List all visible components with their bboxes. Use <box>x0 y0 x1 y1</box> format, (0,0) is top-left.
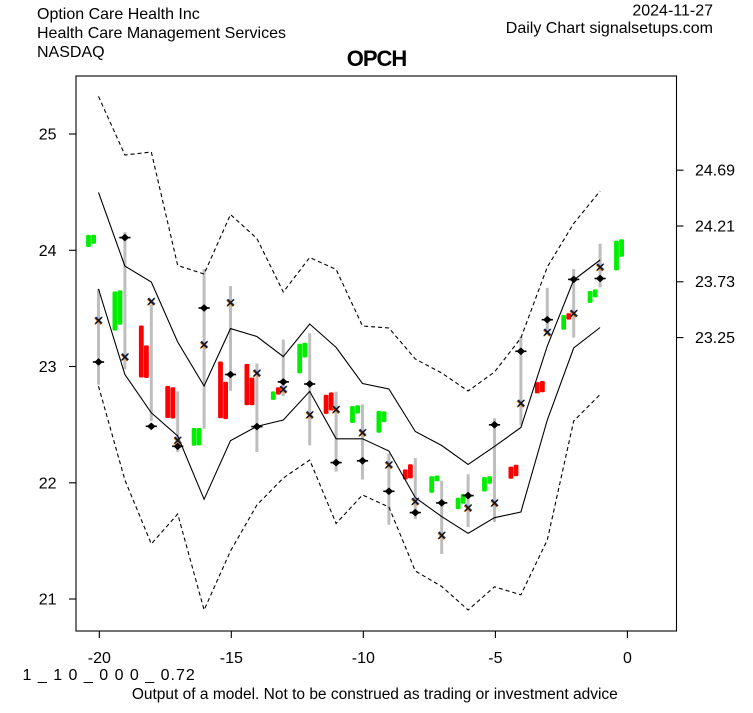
svg-text:24.21: 24.21 <box>695 218 735 235</box>
svg-text:25: 25 <box>39 127 57 144</box>
svg-text:2024-11-27: 2024-11-27 <box>632 3 713 20</box>
svg-text:Output of a model. Not to be c: Output of a model. Not to be construed a… <box>132 686 618 703</box>
svg-text:22: 22 <box>39 475 57 492</box>
svg-text:24: 24 <box>39 243 57 260</box>
svg-text:-5: -5 <box>488 650 502 667</box>
svg-text:23: 23 <box>39 359 57 376</box>
svg-text:Option Care Health Inc: Option Care Health Inc <box>37 6 200 23</box>
svg-text:Daily Chart signalsetups.com: Daily Chart signalsetups.com <box>506 20 713 37</box>
svg-text:23.73: 23.73 <box>695 274 735 291</box>
svg-text:-20: -20 <box>88 650 111 667</box>
svg-text:23.25: 23.25 <box>695 330 735 347</box>
svg-text:-10: -10 <box>352 650 375 667</box>
svg-text:0: 0 <box>623 650 632 667</box>
svg-text:Health Care Management Service: Health Care Management Services <box>37 25 286 42</box>
svg-text:1 _ 1 0 _ 0 0 0 _ 0.72: 1 _ 1 0 _ 0 0 0 _ 0.72 <box>23 667 196 684</box>
svg-text:21: 21 <box>39 592 57 609</box>
svg-text:NASDAQ: NASDAQ <box>37 44 105 61</box>
svg-text:-15: -15 <box>220 650 243 667</box>
svg-text:OPCH: OPCH <box>347 46 407 71</box>
svg-text:24.69: 24.69 <box>695 163 735 180</box>
